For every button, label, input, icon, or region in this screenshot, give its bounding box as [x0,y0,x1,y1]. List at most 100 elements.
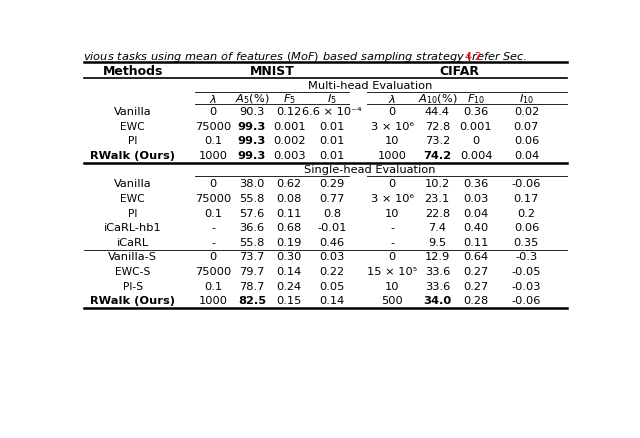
Text: 0.36: 0.36 [463,179,489,189]
Text: 0.28: 0.28 [463,296,489,306]
Text: Vanilla: Vanilla [114,179,152,189]
Text: PI: PI [128,208,138,218]
Text: 55.8: 55.8 [239,194,265,204]
Text: 10: 10 [385,136,399,146]
Text: $\lambda$: $\lambda$ [388,93,396,105]
Text: Single-head Evaluation: Single-head Evaluation [304,165,436,175]
Text: Multi-head Evaluation: Multi-head Evaluation [308,81,432,91]
Text: 75000: 75000 [195,194,232,204]
Text: 0.62: 0.62 [276,179,302,189]
Text: 0.35: 0.35 [514,237,539,247]
Text: 0: 0 [388,252,396,262]
Text: 0.17: 0.17 [514,194,539,204]
Text: PI-S: PI-S [123,281,143,291]
Text: 3 × 10⁶: 3 × 10⁶ [371,121,414,131]
Text: 0.2: 0.2 [517,208,536,218]
Text: 0.001: 0.001 [460,121,492,131]
Text: $F_{10}$: $F_{10}$ [467,92,485,106]
Text: 99.3: 99.3 [238,121,266,131]
Text: $I_5$: $I_5$ [327,92,337,106]
Text: 7.4: 7.4 [428,223,446,233]
Text: 3 × 10⁶: 3 × 10⁶ [371,194,414,204]
Text: 0.01: 0.01 [319,121,344,131]
Text: Vanilla-S: Vanilla-S [108,252,157,262]
Text: MNIST: MNIST [250,64,295,78]
Text: 4.2: 4.2 [465,52,483,62]
Text: 10.2: 10.2 [425,179,450,189]
Text: 0.05: 0.05 [319,281,344,291]
Text: 0.04: 0.04 [463,208,489,218]
Text: 0.8: 0.8 [323,208,341,218]
Text: EWC: EWC [120,121,145,131]
Text: Methods: Methods [102,64,163,78]
Text: 33.6: 33.6 [425,281,450,291]
Text: iCaRL-hb1: iCaRL-hb1 [104,223,161,233]
Text: 0.06: 0.06 [514,223,539,233]
Text: 73.2: 73.2 [425,136,450,146]
Text: $\lambda$: $\lambda$ [209,93,218,105]
Text: 0.68: 0.68 [276,223,302,233]
Text: EWC: EWC [120,194,145,204]
Text: 34.0: 34.0 [423,296,451,306]
Text: 0.30: 0.30 [276,252,302,262]
Text: 1000: 1000 [378,151,407,160]
Text: 36.6: 36.6 [239,223,264,233]
Text: 0.27: 0.27 [463,266,489,276]
Text: 82.5: 82.5 [238,296,266,306]
Text: 0.14: 0.14 [319,296,344,306]
Text: 0.11: 0.11 [276,208,302,218]
Text: 0.03: 0.03 [319,252,344,262]
Text: 0.07: 0.07 [514,121,539,131]
Text: 0.24: 0.24 [276,281,302,291]
Text: 0.1: 0.1 [204,136,222,146]
Text: 57.6: 57.6 [239,208,265,218]
Text: 1000: 1000 [199,151,228,160]
Text: 33.6: 33.6 [425,266,450,276]
Text: 23.1: 23.1 [425,194,450,204]
Text: 0.46: 0.46 [319,237,344,247]
Text: RWalk (Ours): RWalk (Ours) [90,296,175,306]
Text: 0.15: 0.15 [276,296,302,306]
Text: 73.7: 73.7 [239,252,265,262]
Text: $A_5(\%)$: $A_5(\%)$ [235,92,269,106]
Text: 0.19: 0.19 [276,237,302,247]
Text: 0.004: 0.004 [460,151,492,160]
Text: -0.06: -0.06 [512,179,541,189]
Text: PI: PI [128,136,138,146]
Text: $A_{10}(\%)$: $A_{10}(\%)$ [417,92,457,106]
Text: 0.002: 0.002 [273,136,305,146]
Text: 75000: 75000 [195,121,232,131]
Text: -0.06: -0.06 [512,296,541,306]
Text: 10: 10 [385,208,399,218]
Text: 1000: 1000 [199,296,228,306]
Text: 0.02: 0.02 [514,107,539,117]
Text: EWC-S: EWC-S [115,266,150,276]
Text: 74.2: 74.2 [423,151,451,160]
Text: 0.29: 0.29 [319,179,344,189]
Text: CIFAR: CIFAR [440,64,479,78]
Text: RWalk (Ours): RWalk (Ours) [90,151,175,160]
Text: 0.27: 0.27 [463,281,489,291]
Text: -0.05: -0.05 [511,266,541,276]
Text: -: - [390,223,394,233]
Text: 0.01: 0.01 [319,151,344,160]
Text: -0.01: -0.01 [317,223,347,233]
Text: 12.9: 12.9 [425,252,450,262]
Text: 0.22: 0.22 [319,266,344,276]
Text: 15 × 10⁵: 15 × 10⁵ [367,266,417,276]
Text: $I_{10}$: $I_{10}$ [519,92,534,106]
Text: 6.6 × 10⁻⁴: 6.6 × 10⁻⁴ [302,107,362,117]
Text: 0.64: 0.64 [463,252,488,262]
Text: 0.12: 0.12 [276,107,302,117]
Text: 0.003: 0.003 [273,151,305,160]
Text: 0.001: 0.001 [273,121,305,131]
Text: 78.7: 78.7 [239,281,265,291]
Text: iCaRL: iCaRL [116,237,148,247]
Text: 99.3: 99.3 [238,136,266,146]
Text: 0.36: 0.36 [463,107,489,117]
Text: 0: 0 [210,252,217,262]
Text: 0: 0 [388,179,396,189]
Text: -: - [211,223,216,233]
Text: 0: 0 [210,179,217,189]
Text: Vanilla: Vanilla [114,107,152,117]
